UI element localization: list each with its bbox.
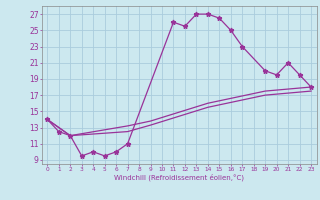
X-axis label: Windchill (Refroidissement éolien,°C): Windchill (Refroidissement éolien,°C) <box>114 173 244 181</box>
